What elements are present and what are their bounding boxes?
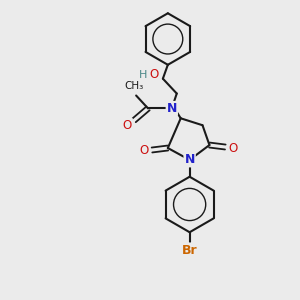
- Text: O: O: [140, 145, 149, 158]
- Text: O: O: [149, 68, 159, 81]
- Text: CH₃: CH₃: [124, 81, 144, 91]
- Text: O: O: [229, 142, 238, 154]
- Text: H: H: [139, 70, 147, 80]
- Text: O: O: [123, 119, 132, 132]
- Text: Br: Br: [182, 244, 197, 256]
- Text: N: N: [184, 153, 195, 167]
- Text: N: N: [167, 102, 177, 115]
